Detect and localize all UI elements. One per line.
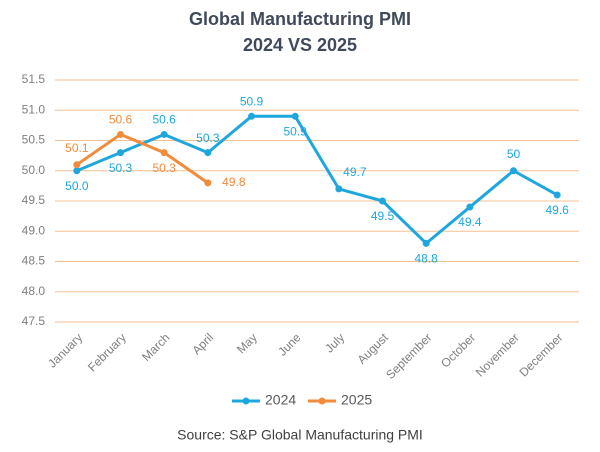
data-label: 48.8 — [414, 252, 438, 266]
data-point — [510, 167, 517, 175]
chart-subtitle: 2024 VS 2025 — [243, 35, 357, 55]
data-point — [466, 203, 474, 211]
data-point — [204, 179, 212, 187]
data-point — [422, 239, 430, 247]
data-point — [553, 191, 561, 199]
data-label: 50.3 — [152, 161, 176, 175]
series-line — [76, 114, 558, 245]
source-note: Source: S&P Global Manufacturing PMI — [177, 427, 423, 443]
series-line — [75, 132, 209, 185]
data-point — [204, 149, 212, 157]
y-tick-label: 48.0 — [22, 284, 46, 298]
data-label: 50.1 — [65, 141, 89, 155]
legend-label: 2025 — [341, 392, 372, 408]
data-point — [291, 112, 299, 120]
legend-label: 2024 — [265, 392, 296, 408]
data-point — [117, 149, 124, 157]
y-tick-label: 48.5 — [22, 254, 46, 268]
chart-title: Global Manufacturing PMI — [189, 9, 411, 29]
data-point — [379, 197, 386, 205]
data-label: 50.0 — [65, 179, 89, 193]
data-label: 50 — [507, 147, 521, 161]
y-tick-label: 49.5 — [22, 193, 46, 207]
data-point — [73, 167, 81, 175]
data-label: 50.6 — [152, 113, 176, 127]
data-point — [160, 149, 168, 157]
data-label: 50.9 — [283, 124, 307, 138]
y-tick-label: 51.0 — [22, 102, 46, 116]
legend-marker — [318, 397, 326, 405]
y-tick-label: 47.5 — [22, 314, 46, 328]
y-tick-label: 50.5 — [22, 133, 46, 147]
data-point — [335, 185, 343, 193]
data-label: 49.5 — [371, 209, 395, 223]
data-point — [73, 161, 81, 169]
data-point — [160, 130, 168, 138]
data-label: 49.8 — [222, 175, 246, 189]
data-label: 50.9 — [240, 94, 264, 108]
y-tick-label: 49.0 — [22, 223, 46, 237]
y-tick-label: 51.5 — [22, 72, 46, 86]
data-label: 50.3 — [196, 131, 220, 145]
legend-marker — [242, 397, 250, 405]
data-point — [117, 130, 124, 138]
y-tick-label: 50.0 — [22, 163, 46, 177]
data-label: 50.3 — [109, 161, 133, 175]
data-label: 49.4 — [458, 215, 482, 229]
data-label: 50.6 — [109, 113, 133, 127]
data-point — [248, 112, 255, 120]
data-label: 49.6 — [545, 203, 569, 217]
data-label: 49.7 — [343, 165, 367, 179]
